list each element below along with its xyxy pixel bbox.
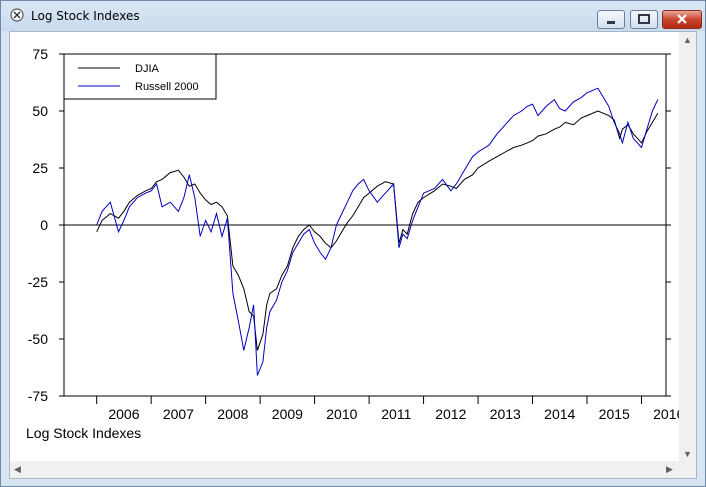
scroll-right-icon[interactable]: ▶: [666, 464, 673, 474]
close-button[interactable]: [662, 10, 702, 29]
chart-client-area: 75 50 25 0 -25 -50 -75 2006 2007 2008 2009 2010 2011…: [9, 31, 697, 479]
y-tick-label-0: 75: [32, 46, 48, 62]
maximize-button[interactable]: [630, 10, 658, 29]
x-tick-label-2007: 2007: [163, 406, 194, 422]
x-tick-label-2008: 2008: [217, 406, 248, 422]
legend-label-djia: DJIA: [135, 63, 160, 75]
x-tick-label-2013: 2013: [490, 406, 521, 422]
x-tick-label-2006: 2006: [108, 406, 139, 422]
x-tick-label-2009: 2009: [272, 406, 303, 422]
maximize-icon: [638, 14, 650, 24]
y-tick-label-3: 0: [40, 217, 48, 233]
y-tick-label-5: -50: [28, 331, 48, 347]
scroll-up-icon[interactable]: ▲: [683, 35, 692, 45]
x-tick-label-2012: 2012: [435, 406, 466, 422]
y-tick-label-2: 25: [32, 160, 48, 176]
x-tick-label-2015: 2015: [599, 406, 630, 422]
legend-box: [63, 53, 217, 100]
close-icon: [677, 14, 687, 24]
y-tick-label-6: -75: [28, 388, 48, 404]
y-tick-label-4: -25: [28, 274, 48, 290]
window-title: Log Stock Indexes: [31, 9, 140, 23]
x-tick-label-2016: 2016: [653, 406, 679, 422]
scroll-corner: [679, 461, 696, 478]
scroll-left-icon[interactable]: ◀: [14, 464, 21, 474]
vertical-scrollbar[interactable]: ▲ ▼: [679, 32, 696, 462]
legend-label-russell-2000: Russell 2000: [135, 81, 199, 93]
x-tick-label-2010: 2010: [326, 406, 357, 422]
eviews-app-icon: [10, 8, 24, 22]
x-tick-label-2014: 2014: [544, 406, 575, 422]
minimize-button[interactable]: [597, 10, 625, 29]
chart: 75 50 25 0 -25 -50 -75 2006 2007 2008 2009 2010 2011…: [26, 46, 679, 441]
chart-caption: Log Stock Indexes: [26, 425, 141, 441]
title-bar[interactable]: Log Stock Indexes: [1, 1, 705, 31]
x-tick-label-2011: 2011: [381, 406, 411, 422]
horizontal-scrollbar[interactable]: ◀ ▶: [10, 461, 679, 478]
series-line-russell-2000: [96, 87, 659, 376]
y-tick-label-1: 50: [32, 103, 48, 119]
minimize-icon: [607, 21, 615, 24]
scroll-down-icon[interactable]: ▼: [683, 449, 692, 459]
series-line-djia: [96, 110, 659, 351]
